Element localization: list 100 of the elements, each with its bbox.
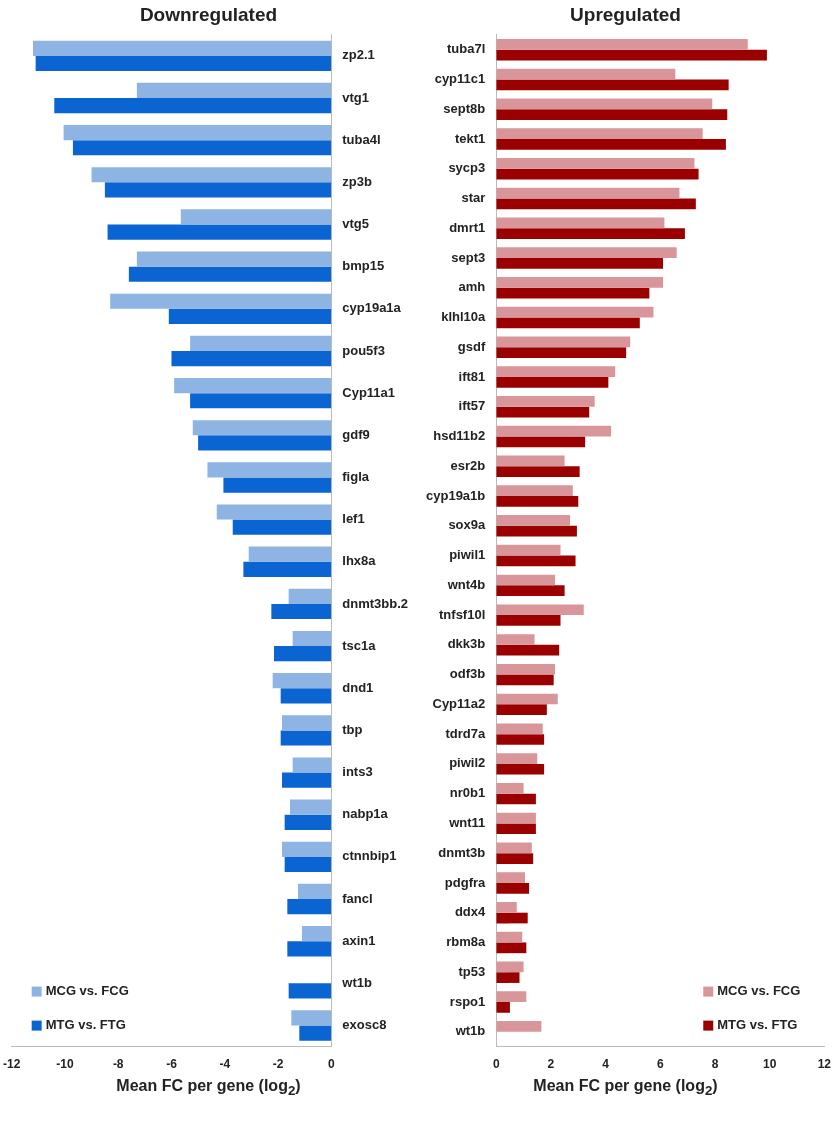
bar bbox=[496, 377, 609, 388]
legend-label: MTG vs. FTG bbox=[717, 1017, 798, 1033]
y-tick-label: sox9a bbox=[448, 517, 487, 533]
x-tick-label: 2 bbox=[547, 1057, 555, 1072]
y-tick-label: axin1 bbox=[342, 932, 376, 948]
y-tick-label: nabp1a bbox=[342, 806, 389, 822]
y-tick-label: pdgfra bbox=[444, 874, 487, 890]
legend-label: MCG vs. FCG bbox=[717, 983, 801, 999]
bar bbox=[496, 931, 523, 943]
bar bbox=[496, 128, 703, 139]
y-tick-label: tekt1 bbox=[454, 130, 486, 146]
y-tick-label: dnmt3b bbox=[438, 844, 486, 860]
y-tick-label: wt1b bbox=[341, 974, 372, 990]
x-tick-label: -12 bbox=[3, 1057, 21, 1072]
y-tick-label: tp53 bbox=[458, 963, 486, 979]
bar bbox=[496, 793, 536, 805]
y-tick-label: ift81 bbox=[458, 368, 486, 384]
y-tick-label: tnfsf10l bbox=[439, 606, 486, 622]
y-tick-label: wnt11 bbox=[448, 814, 486, 830]
x-tick-label: 8 bbox=[711, 1057, 719, 1072]
y-tick-label: gsdf bbox=[457, 338, 486, 354]
y-tick-label: wnt4b bbox=[446, 576, 486, 592]
y-tick-label: bmp15 bbox=[342, 258, 385, 274]
bar bbox=[496, 158, 695, 169]
bar bbox=[496, 109, 728, 120]
bar bbox=[496, 406, 590, 418]
y-tick-label: piwil1 bbox=[449, 547, 486, 563]
x-tick-label: -6 bbox=[166, 1057, 178, 1072]
bar bbox=[496, 674, 554, 686]
y-tick-label: exosc8 bbox=[342, 1017, 387, 1033]
bar bbox=[496, 49, 767, 61]
y-tick-label: rbm8a bbox=[446, 934, 487, 950]
y-tick-label: ints3 bbox=[342, 764, 373, 780]
bar bbox=[496, 644, 560, 656]
bar bbox=[496, 1021, 542, 1032]
y-tick-label: lhx8a bbox=[342, 553, 377, 569]
y-tick-label: ift57 bbox=[458, 398, 486, 414]
x-tick-label: -10 bbox=[56, 1057, 74, 1072]
y-tick-label: sept8b bbox=[443, 100, 486, 116]
bar bbox=[496, 823, 536, 835]
bar bbox=[496, 842, 532, 854]
y-tick-label: dnmt3bb.2 bbox=[342, 595, 409, 611]
bar bbox=[496, 812, 536, 824]
bar bbox=[496, 872, 525, 883]
legend-label: MCG vs. FCG bbox=[45, 983, 129, 999]
y-tick-label: Cyp11a2 bbox=[432, 695, 486, 711]
y-tick-label: dmrt1 bbox=[449, 219, 486, 235]
bar bbox=[496, 436, 586, 448]
bar bbox=[496, 336, 631, 348]
bar bbox=[496, 723, 543, 735]
x-tick-label: 6 bbox=[656, 1057, 664, 1072]
x-tick-label: 0 bbox=[492, 1057, 500, 1072]
y-tick-label: tuba4l bbox=[342, 131, 381, 147]
y-tick-label: figla bbox=[342, 469, 370, 485]
x-tick-label: 0 bbox=[327, 1057, 335, 1072]
bar bbox=[496, 763, 545, 775]
bar bbox=[496, 634, 535, 645]
chart-title: Upregulated bbox=[570, 3, 681, 25]
y-tick-label: star bbox=[461, 190, 486, 206]
bar bbox=[496, 496, 579, 507]
bar bbox=[496, 734, 545, 745]
bar bbox=[496, 574, 556, 586]
bar bbox=[496, 882, 530, 894]
y-tick-label: cyp19a1b bbox=[426, 487, 486, 503]
bar bbox=[496, 782, 524, 794]
bar bbox=[496, 317, 640, 329]
legend-label: MTG vs. FTG bbox=[45, 1017, 126, 1033]
bar bbox=[496, 198, 696, 210]
bar bbox=[496, 585, 565, 597]
bar bbox=[496, 544, 561, 556]
y-tick-label: tsc1a bbox=[342, 637, 377, 653]
y-tick-label: dkk3b bbox=[447, 636, 486, 652]
y-tick-label: vtg1 bbox=[342, 89, 370, 105]
y-tick-label: tdrd7a bbox=[445, 725, 487, 741]
bar bbox=[496, 901, 517, 913]
y-tick-label: tuba7l bbox=[446, 41, 486, 57]
x-tick-label: -8 bbox=[112, 1057, 124, 1072]
y-tick-label: nr0b1 bbox=[449, 785, 486, 801]
bar bbox=[496, 347, 627, 358]
bar bbox=[496, 217, 665, 229]
bar bbox=[496, 277, 664, 288]
bar bbox=[496, 98, 713, 110]
y-tick-label: zp2.1 bbox=[342, 47, 375, 63]
bar bbox=[496, 306, 654, 318]
bar bbox=[496, 425, 612, 437]
bar bbox=[496, 466, 580, 478]
bar bbox=[496, 942, 527, 954]
chart-title: Downregulated bbox=[139, 3, 278, 25]
bar bbox=[496, 228, 685, 239]
bar bbox=[496, 168, 699, 180]
y-tick-label: hsd11b2 bbox=[433, 428, 486, 444]
y-tick-label: fancl bbox=[342, 890, 373, 906]
bar bbox=[496, 1001, 510, 1013]
bar bbox=[496, 555, 576, 567]
x-tick-label: 10 bbox=[762, 1057, 777, 1072]
bar bbox=[496, 485, 573, 497]
y-tick-label: tbp bbox=[342, 721, 363, 737]
y-tick-label: pou5f3 bbox=[342, 342, 385, 358]
bar bbox=[496, 247, 677, 258]
bar bbox=[496, 366, 616, 378]
